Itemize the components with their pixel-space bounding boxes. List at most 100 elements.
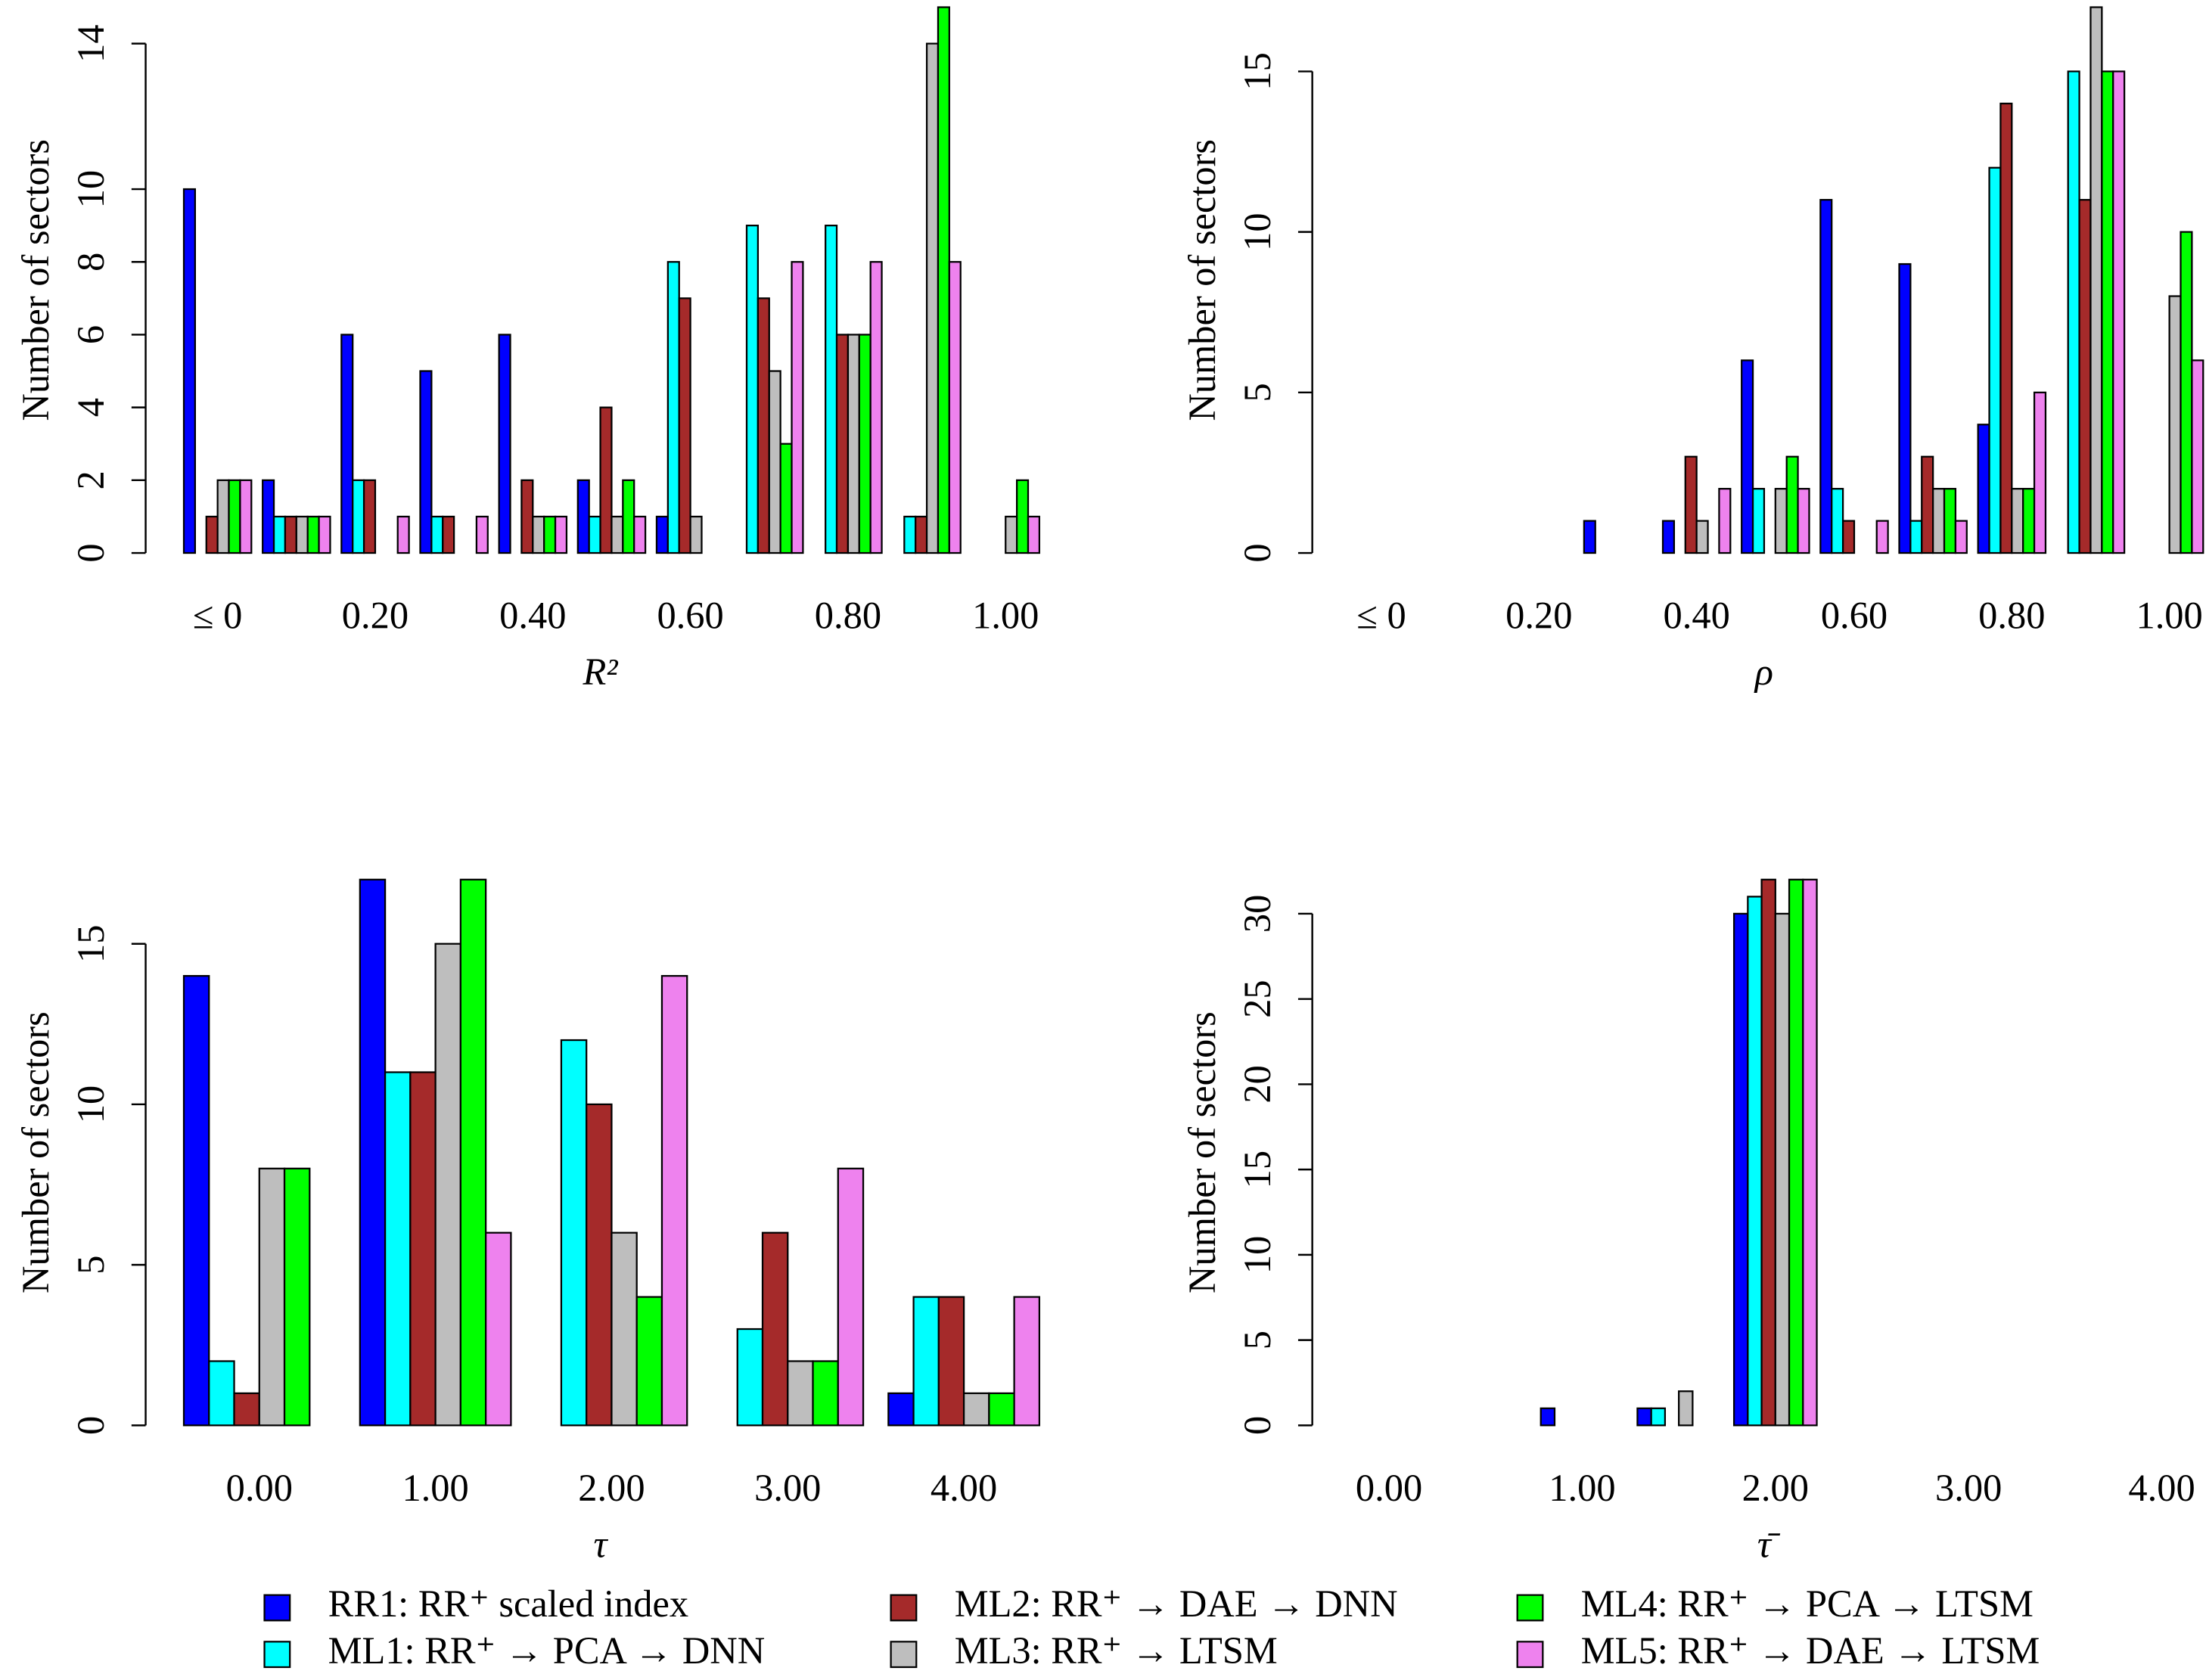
x-tick-label: 4.00 <box>2128 1467 2195 1509</box>
bar <box>520 479 534 554</box>
bar <box>1016 479 1030 554</box>
y-tick-label: 5 <box>1236 1331 1279 1349</box>
bar <box>182 975 210 1427</box>
legend-swatch <box>1516 1641 1544 1669</box>
bar <box>2168 295 2182 554</box>
bar <box>1841 520 1856 554</box>
y-tick-label: 8 <box>70 253 112 272</box>
legend-label: ML5: RR⁺ → DAE → LTSM <box>1581 1629 2040 1672</box>
bar <box>622 479 635 554</box>
bar <box>825 225 838 554</box>
bar <box>847 334 860 554</box>
y-tick-label: 30 <box>1236 895 1279 933</box>
bar <box>283 1167 311 1427</box>
bar <box>2067 70 2080 554</box>
bar <box>208 1360 235 1427</box>
bar <box>1540 1407 1556 1427</box>
x-tick-label: 0.00 <box>1356 1467 1422 1509</box>
bar <box>306 515 320 554</box>
bar <box>1909 520 1923 554</box>
x-tick-label: 0.60 <box>1821 594 1888 636</box>
bar <box>1954 520 1968 554</box>
legend-label: ML1: RR⁺ → PCA → DNN <box>328 1629 766 1672</box>
bar <box>1741 359 1754 554</box>
bar <box>182 188 197 554</box>
legend-label: ML3: RR⁺ → LTSM <box>955 1629 1278 1672</box>
legend-swatch <box>1516 1594 1544 1622</box>
bar <box>988 1392 1015 1427</box>
x-tick-label: 1.00 <box>972 594 1039 636</box>
bar <box>1875 520 1889 554</box>
y-tick-label: 10 <box>1236 213 1279 250</box>
bar <box>761 1231 789 1427</box>
bar <box>216 479 230 554</box>
bar <box>1785 455 1799 554</box>
y-tick-label: 15 <box>1236 1151 1279 1188</box>
bar <box>1774 912 1791 1427</box>
legend-label: RR1: RR⁺ scaled index <box>328 1582 688 1625</box>
bar <box>2101 70 2114 554</box>
y-tick-label: 25 <box>1236 980 1279 1017</box>
bar <box>1027 515 1041 554</box>
bar <box>430 515 444 554</box>
bar <box>736 1328 764 1427</box>
bar <box>1650 1407 1667 1427</box>
bar <box>837 1167 865 1427</box>
bar <box>262 479 275 554</box>
legend-swatch <box>263 1641 291 1669</box>
bar <box>362 479 377 554</box>
x-axis-title: τ̄ <box>1757 1523 1781 1566</box>
x-tick-label: 0.60 <box>657 594 723 636</box>
y-axis-title: Number of sectors <box>1181 139 1223 421</box>
bar <box>835 334 850 554</box>
bar <box>205 515 219 554</box>
bar <box>419 370 433 554</box>
y-tick-label: 0 <box>70 543 112 562</box>
bar <box>757 297 770 554</box>
y-tick-label: 15 <box>1236 52 1279 90</box>
bar <box>1774 488 1788 554</box>
x-tick-label: 1.00 <box>1549 1467 1615 1509</box>
bar <box>442 515 455 554</box>
bar <box>228 479 241 554</box>
bar <box>1747 896 1763 1427</box>
bar <box>611 515 624 554</box>
legend-swatch <box>890 1641 918 1669</box>
bar <box>787 1360 814 1427</box>
bar <box>1802 878 1818 1427</box>
bar <box>543 515 557 554</box>
x-tick-label: 0.40 <box>1664 594 1730 636</box>
bar <box>409 1071 437 1427</box>
bar <box>1977 424 1990 554</box>
bar <box>586 1103 613 1427</box>
bar <box>745 225 760 554</box>
bar <box>903 515 917 554</box>
bar <box>576 479 590 554</box>
y-tick-label: 2 <box>70 470 112 489</box>
bar <box>948 261 962 554</box>
bar <box>1943 488 1957 554</box>
bar <box>498 334 511 554</box>
x-tick-label: 3.00 <box>754 1467 821 1509</box>
bar <box>284 515 297 554</box>
bar <box>660 975 688 1427</box>
bar <box>1760 878 1776 1427</box>
x-tick-label: 1.00 <box>402 1467 468 1509</box>
x-tick-label: 4.00 <box>931 1467 997 1509</box>
bar <box>2011 488 2024 554</box>
bar <box>2022 488 2036 554</box>
bar <box>768 370 781 554</box>
x-tick-label: 0.20 <box>342 594 409 636</box>
x-axis-title: τ <box>593 1523 608 1566</box>
y-axis-title: Number of sectors <box>14 139 57 421</box>
y-tick-label: 0 <box>70 1416 112 1435</box>
y-tick-label: 0 <box>1236 1416 1279 1435</box>
legend-label: ML2: RR⁺ → DAE → DNN <box>955 1582 1398 1625</box>
x-tick-label: 2.00 <box>578 1467 645 1509</box>
x-tick-label: 1.00 <box>2136 594 2202 636</box>
bar <box>2033 391 2047 554</box>
bar <box>791 261 804 554</box>
bar <box>1819 199 1833 554</box>
y-tick-label: 4 <box>70 398 112 417</box>
x-tick-label: 0.20 <box>1505 594 1572 636</box>
